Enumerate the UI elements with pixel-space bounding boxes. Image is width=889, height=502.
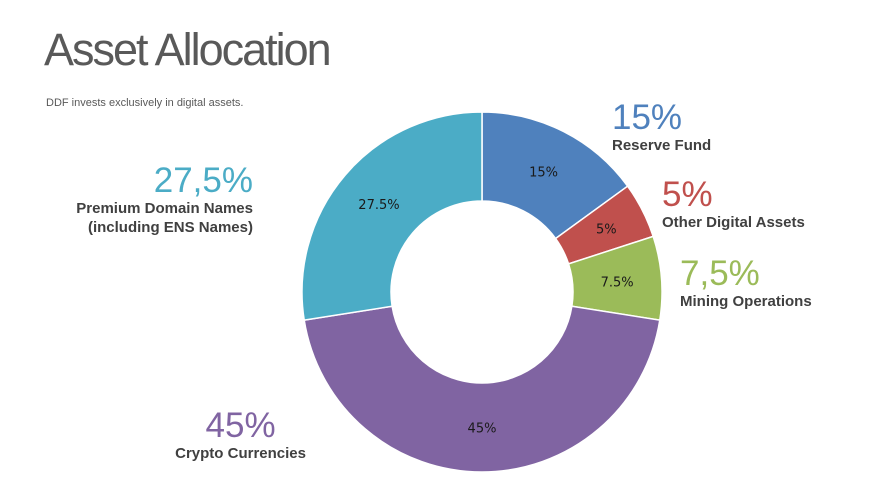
callout-premium-domain-names-pct: 27,5% [153, 161, 253, 200]
callout-other-digital-assets-pct: 5% [662, 175, 713, 214]
slice-label-crypto-currencies: 45% [468, 422, 497, 437]
callout-reserve-fund: 15% Reserve Fund [612, 100, 711, 155]
slice-label-reserve-fund: 15% [529, 165, 558, 180]
slice-label-mining-operations: 7.5% [601, 275, 634, 290]
slice-crypto-currencies [303, 305, 661, 473]
callout-mining-operations: 7,5% Mining Operations [680, 256, 812, 311]
callout-premium-domain-names: 27,5% Premium Domain Names (including EN… [76, 163, 253, 237]
callout-reserve-fund-label: Reserve Fund [612, 137, 712, 154]
slice-label-premium-domain-names: 27.5% [358, 198, 399, 213]
callout-crypto-currencies-pct: 45% [205, 406, 276, 445]
callout-premium-domain-names-label-1: Premium Domain Names [76, 200, 253, 217]
slice-label-other-digital-assets: 5% [596, 223, 617, 238]
callout-crypto-currencies-label: Crypto Currencies [175, 445, 306, 462]
callout-crypto-currencies: 45% Crypto Currencies [175, 408, 306, 463]
callout-reserve-fund-pct: 15% [612, 98, 683, 137]
slice-reserve-fund [481, 111, 629, 240]
slice-premium-domain-names [301, 111, 483, 322]
callout-mining-operations-label: Mining Operations [680, 293, 812, 310]
page-title: Asset Allocation [44, 24, 332, 75]
callout-premium-domain-names-label-2: (including ENS Names) [87, 219, 253, 236]
page-subtitle: DDF invests exclusively in digital asset… [46, 97, 244, 109]
callout-other-digital-assets-label: Other Digital Assets [662, 214, 805, 231]
callout-other-digital-assets: 5% Other Digital Assets [662, 177, 805, 232]
callout-mining-operations-pct: 7,5% [680, 254, 760, 293]
